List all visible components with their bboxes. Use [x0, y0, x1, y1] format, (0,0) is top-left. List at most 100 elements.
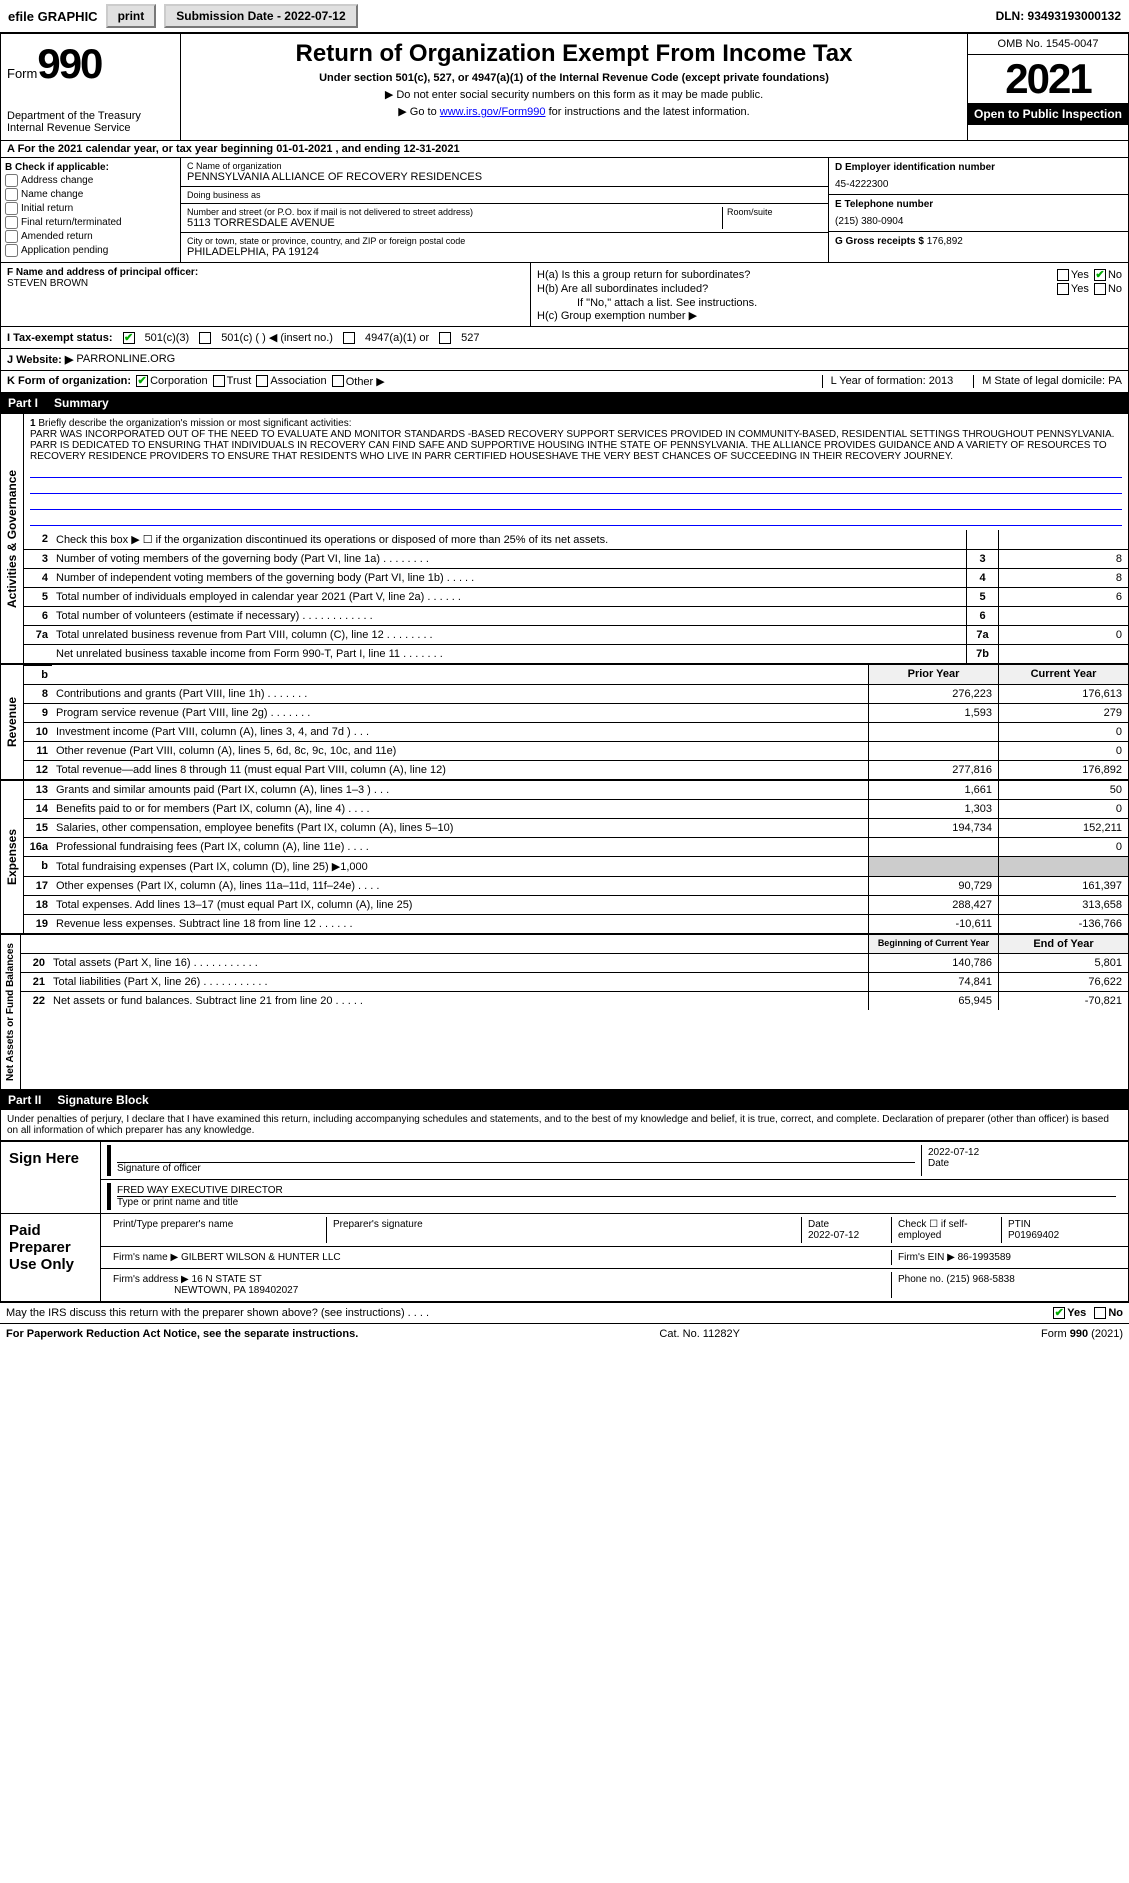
cb-address-change[interactable] — [5, 174, 18, 187]
cb-application-pending[interactable] — [5, 244, 18, 257]
section-bcdeg: B Check if applicable: Address change Na… — [0, 158, 1129, 263]
org-city: PHILADELPHIA, PA 19124 — [187, 246, 822, 258]
table-row: 5 Total number of individuals employed i… — [24, 588, 1128, 607]
box-h: H(a) Is this a group return for subordin… — [531, 263, 1128, 326]
officer-print-name: FRED WAY EXECUTIVE DIRECTOR — [117, 1185, 1116, 1197]
cb-assoc[interactable] — [256, 375, 268, 387]
form-header: Form990 Department of the Treasury Inter… — [0, 33, 1129, 141]
table-row: 4 Number of independent voting members o… — [24, 569, 1128, 588]
discuss-row: May the IRS discuss this return with the… — [0, 1302, 1129, 1323]
form-ref: Form 990 (2021) — [1041, 1328, 1123, 1340]
table-row: 2 Check this box ▶ ☐ if the organization… — [24, 530, 1128, 550]
cb-amended-return[interactable] — [5, 230, 18, 243]
submission-date-button[interactable]: Submission Date - 2022-07-12 — [164, 4, 357, 28]
governance-section: Activities & Governance 1 Briefly descri… — [0, 413, 1129, 664]
cb-discuss-no[interactable] — [1094, 1307, 1106, 1319]
row-k: K Form of organization: Corporation Trus… — [0, 371, 1129, 393]
net-header-row: Beginning of Current Year End of Year — [21, 935, 1128, 954]
box-f: F Name and address of principal officer:… — [1, 263, 531, 326]
table-row: 19 Revenue less expenses. Subtract line … — [24, 915, 1128, 933]
tax-year-row: A For the 2021 calendar year, or tax yea… — [0, 141, 1129, 158]
ptin: P01969402 — [1008, 1230, 1059, 1241]
cb-527[interactable] — [439, 332, 451, 344]
dept-label: Department of the Treasury Internal Reve… — [7, 110, 174, 134]
efile-label: efile GRAPHIC — [8, 9, 98, 24]
penalty-text: Under penalties of perjury, I declare th… — [0, 1110, 1129, 1141]
form-subtitle: Under section 501(c), 527, or 4947(a)(1)… — [187, 72, 961, 84]
header-right: OMB No. 1545-0047 2021 Open to Public In… — [968, 34, 1128, 140]
phone: (215) 380-0904 — [835, 216, 1122, 227]
row-i: I Tax-exempt status: 501(c)(3) 501(c) ( … — [0, 327, 1129, 349]
firm-name: GILBERT WILSON & HUNTER LLC — [181, 1252, 341, 1263]
gross-receipts: 176,892 — [927, 236, 963, 247]
tax-year: 2021 — [968, 55, 1128, 103]
header-mid: Return of Organization Exempt From Incom… — [181, 34, 968, 140]
firm-phone: (215) 968-5838 — [946, 1274, 1014, 1285]
expenses-section: Expenses 13 Grants and similar amounts p… — [0, 780, 1129, 934]
cb-name-change[interactable] — [5, 188, 18, 201]
form-note2: ▶ Go to www.irs.gov/Form990 for instruct… — [187, 105, 961, 118]
cb-initial-return[interactable] — [5, 202, 18, 215]
table-row: 16a Professional fundraising fees (Part … — [24, 838, 1128, 857]
form-title: Return of Organization Exempt From Incom… — [187, 40, 961, 68]
table-row: Net unrelated business taxable income fr… — [24, 645, 1128, 663]
state-domicile: M State of legal domicile: PA — [973, 375, 1122, 388]
table-row: b Total fundraising expenses (Part IX, c… — [24, 857, 1128, 877]
dln-label: DLN: 93493193000132 — [996, 9, 1121, 23]
table-row: 15 Salaries, other compensation, employe… — [24, 819, 1128, 838]
table-row: 10 Investment income (Part VIII, column … — [24, 723, 1128, 742]
table-row: 18 Total expenses. Add lines 13–17 (must… — [24, 896, 1128, 915]
net-label: Net Assets or Fund Balances — [1, 935, 21, 1089]
box-c: C Name of organization PENNSYLVANIA ALLI… — [181, 158, 828, 262]
irs-link[interactable]: www.irs.gov/Form990 — [440, 106, 546, 118]
table-row: 3 Number of voting members of the govern… — [24, 550, 1128, 569]
website: PARRONLINE.ORG — [76, 353, 175, 366]
row-fh: F Name and address of principal officer:… — [0, 263, 1129, 327]
form-word: Form — [7, 66, 37, 81]
cb-4947[interactable] — [343, 332, 355, 344]
cb-501c3[interactable] — [123, 332, 135, 344]
cb-final-return[interactable] — [5, 216, 18, 229]
year-formation: L Year of formation: 2013 — [822, 375, 954, 388]
form-number: 990 — [37, 40, 101, 87]
box-deg: D Employer identification number 45-4222… — [828, 158, 1128, 262]
omb-number: OMB No. 1545-0047 — [968, 34, 1128, 55]
cb-ha-no[interactable] — [1094, 269, 1106, 281]
table-row: 9 Program service revenue (Part VIII, li… — [24, 704, 1128, 723]
table-row: 20 Total assets (Part X, line 16) . . . … — [21, 954, 1128, 973]
cb-hb-no[interactable] — [1094, 283, 1106, 295]
mission-block: 1 Briefly describe the organization's mi… — [24, 414, 1128, 530]
rev-header-row: b Prior Year Current Year — [24, 665, 1128, 685]
firm-addr: 16 N STATE ST — [192, 1274, 262, 1285]
exp-label: Expenses — [1, 781, 24, 933]
cb-hb-yes[interactable] — [1057, 283, 1069, 295]
table-row: 14 Benefits paid to or for members (Part… — [24, 800, 1128, 819]
cb-discuss-yes[interactable] — [1053, 1307, 1065, 1319]
box-b: B Check if applicable: Address change Na… — [1, 158, 181, 262]
netassets-section: Net Assets or Fund Balances Beginning of… — [0, 934, 1129, 1090]
table-row: 12 Total revenue—add lines 8 through 11 … — [24, 761, 1128, 779]
cb-corp[interactable] — [136, 375, 148, 387]
table-row: 6 Total number of volunteers (estimate i… — [24, 607, 1128, 626]
part1-header: Part I Summary — [0, 393, 1129, 413]
print-button[interactable]: print — [106, 4, 157, 28]
form-note1: ▶ Do not enter social security numbers o… — [187, 88, 961, 101]
part2-header: Part II Signature Block — [0, 1090, 1129, 1110]
firm-ein: 86-1993589 — [958, 1252, 1011, 1263]
paperwork-row: For Paperwork Reduction Act Notice, see … — [0, 1323, 1129, 1344]
gov-label: Activities & Governance — [1, 414, 24, 663]
cb-trust[interactable] — [213, 375, 225, 387]
cb-501c[interactable] — [199, 332, 211, 344]
revenue-section: Revenue b Prior Year Current Year 8 Cont… — [0, 664, 1129, 780]
cb-ha-yes[interactable] — [1057, 269, 1069, 281]
table-row: 17 Other expenses (Part IX, column (A), … — [24, 877, 1128, 896]
org-name: PENNSYLVANIA ALLIANCE OF RECOVERY RESIDE… — [187, 171, 822, 183]
table-row: 22 Net assets or fund balances. Subtract… — [21, 992, 1128, 1010]
table-row: 21 Total liabilities (Part X, line 26) .… — [21, 973, 1128, 992]
mission-text: PARR WAS INCORPORATED OUT OF THE NEED TO… — [30, 429, 1114, 462]
top-bar: efile GRAPHIC print Submission Date - 20… — [0, 0, 1129, 33]
inspection-label: Open to Public Inspection — [968, 103, 1128, 125]
cb-other[interactable] — [332, 375, 344, 387]
paid-preparer-label: Paid Preparer Use Only — [1, 1214, 101, 1301]
sign-here-label: Sign Here — [1, 1142, 101, 1213]
